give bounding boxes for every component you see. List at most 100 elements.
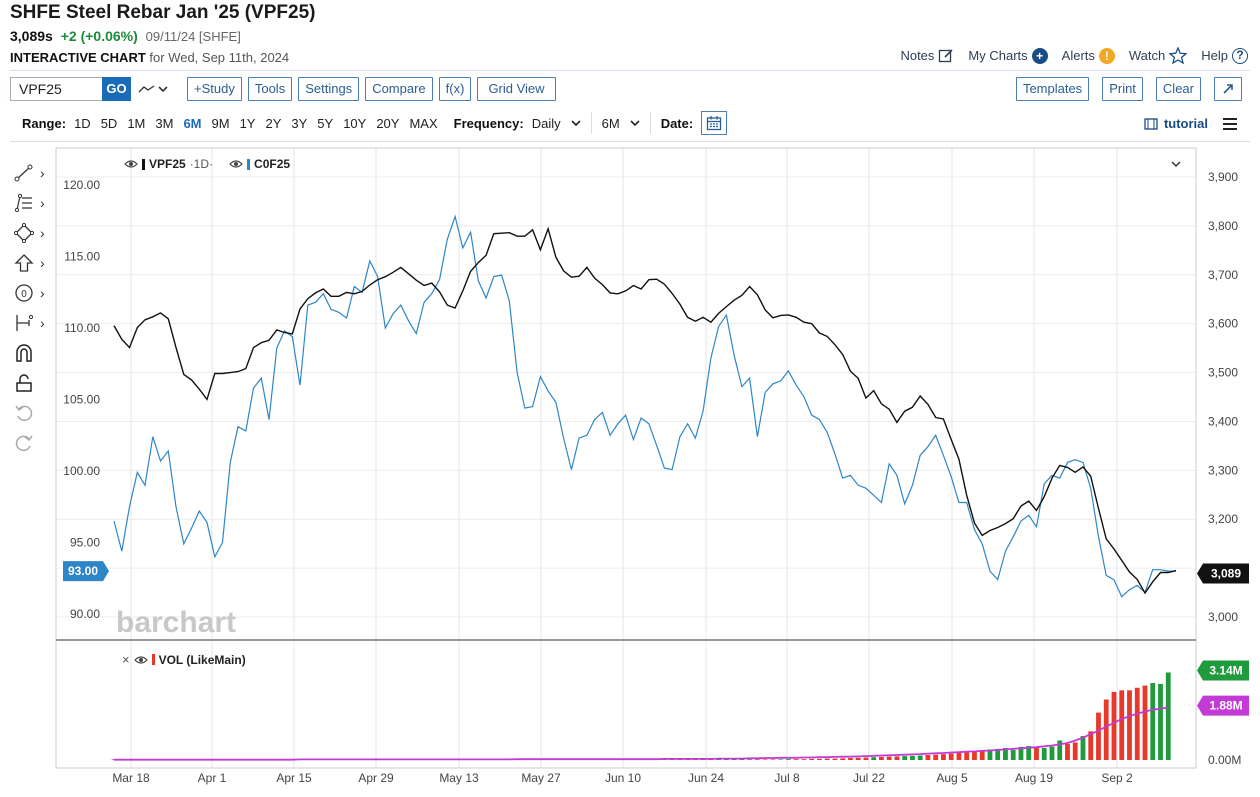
range-option-5d[interactable]: 5D (100, 115, 118, 131)
redo-tool[interactable] (14, 428, 54, 458)
volume-bar (1049, 746, 1055, 760)
line-tool[interactable]: › (14, 158, 54, 188)
volume-bar (739, 759, 745, 760)
last-left-label: 93.00 (68, 564, 98, 578)
study-button[interactable]: +Study (187, 77, 242, 101)
expand-button[interactable] (1214, 77, 1242, 101)
y-right-tick-label: 3,900 (1208, 170, 1238, 184)
range-option-9m[interactable]: 9M (211, 115, 230, 131)
volume-bar (1142, 685, 1148, 760)
svg-text:0: 0 (21, 289, 27, 300)
range-option-10y[interactable]: 10Y (343, 115, 367, 131)
grid-view-button[interactable]: Grid View (477, 77, 556, 101)
frequency-select[interactable]: Daily (532, 116, 581, 131)
volume-bar (1041, 748, 1047, 760)
go-button[interactable]: GO (102, 77, 131, 101)
range-option-max[interactable]: MAX (409, 115, 438, 131)
range-option-3m[interactable]: 3M (155, 115, 174, 131)
chart-grid (56, 148, 1196, 768)
volume-bar (1150, 683, 1156, 760)
y-left-tick-label: 105.00 (63, 393, 100, 407)
y-left-tick-label: 115.00 (64, 250, 100, 264)
range-option-20y[interactable]: 20Y (376, 115, 400, 131)
last-right-label-bg (1197, 563, 1249, 584)
volume-last-label-bg (1197, 660, 1249, 681)
undo-icon (15, 405, 33, 422)
axis-value-labels: 93.00 3,089 3.14M 1.88M (63, 561, 1249, 716)
series-swatch (247, 158, 251, 170)
range-option-3y[interactable]: 3Y (291, 115, 308, 131)
menu-icon[interactable] (1222, 117, 1238, 131)
close-icon[interactable]: × (122, 652, 130, 667)
arrow-tool[interactable]: › (14, 248, 54, 278)
tutorial-link[interactable]: tutorial (1144, 116, 1238, 131)
quote-line: 3,089s +2 (+0.06%) 09/11/24 [SHFE] (10, 28, 241, 44)
volume-bar (871, 757, 877, 760)
tools-button[interactable]: Tools (247, 77, 293, 101)
range-option-2y[interactable]: 2Y (265, 115, 282, 131)
templates-button[interactable]: Templates (1015, 77, 1090, 101)
volume-bars (111, 672, 1171, 761)
alerts-link[interactable]: Alerts ! (1062, 47, 1115, 64)
shape-tool[interactable]: › (14, 218, 54, 248)
y-right-tick-label: 3,000 (1208, 610, 1238, 624)
range-option-1d[interactable]: 1D (74, 115, 91, 131)
volume-bar (824, 758, 830, 760)
range-option-1m[interactable]: 1M (127, 115, 146, 131)
divider (10, 70, 1250, 71)
notes-link[interactable]: Notes (900, 48, 954, 64)
x-tick-label: Jul 22 (853, 771, 885, 785)
right-toolbar: Templates Print Clear (1010, 77, 1242, 101)
lock-tool[interactable] (14, 368, 54, 398)
volume-bar (1018, 746, 1024, 760)
chevron-down-icon (630, 119, 640, 126)
settings-button[interactable]: Settings (298, 77, 360, 101)
symbol-input[interactable] (10, 77, 102, 101)
chart-type-icon[interactable] (137, 79, 171, 99)
fx-button[interactable]: f(x) (438, 77, 472, 101)
fib-tool-icon (14, 193, 32, 213)
print-button[interactable]: Print (1102, 77, 1143, 101)
volume-bar (1088, 731, 1094, 760)
volume-bar (786, 759, 791, 760)
chevron-right-icon: › (40, 195, 45, 211)
magnet-tool[interactable] (14, 338, 54, 368)
eye-icon[interactable] (229, 159, 243, 169)
fib-tool[interactable]: › (14, 188, 54, 218)
my-charts-link[interactable]: My Charts + (968, 47, 1048, 64)
date-picker-button[interactable] (701, 111, 728, 135)
volume-bar (1119, 690, 1125, 760)
notes-label: Notes (900, 48, 935, 63)
clear-button[interactable]: Clear (1155, 77, 1201, 101)
chevron-down-icon[interactable] (1171, 160, 1181, 168)
y-left-tick-label: 95.00 (70, 536, 100, 550)
volume-bar (1026, 746, 1032, 760)
volume-bar (855, 757, 861, 760)
annotation-tool-icon: 0 (15, 284, 33, 302)
chart-caption: INTERACTIVE CHART for Wed, Sep 11th, 202… (10, 50, 289, 65)
eye-icon[interactable] (133, 655, 148, 665)
undo-tool[interactable] (14, 398, 54, 428)
help-link[interactable]: Help ? (1201, 47, 1248, 64)
compare-button[interactable]: Compare (365, 77, 433, 101)
measure-tool[interactable]: › (14, 308, 54, 338)
range-option-5y[interactable]: 5Y (317, 115, 334, 131)
series-swatch (142, 158, 145, 170)
series-interval: ·1D· (189, 157, 214, 171)
period-select[interactable]: 6M (602, 116, 640, 131)
range-option-1y[interactable]: 1Y (239, 115, 256, 131)
watermark: barchart (116, 606, 236, 639)
volume-bar (925, 754, 931, 760)
watch-link[interactable]: Watch (1129, 47, 1188, 64)
help-icon: ? (1232, 47, 1248, 64)
volume-bar (972, 751, 977, 760)
eye-icon[interactable] (124, 159, 138, 169)
volume-bar (917, 755, 923, 760)
volume-bar (832, 758, 838, 760)
y-right-tick-label: 3,700 (1208, 268, 1238, 282)
top-links: Notes My Charts + Alerts ! Watch Help ? (900, 47, 1248, 64)
date-label: Date: (660, 115, 694, 131)
annotation-tool[interactable]: 0 › (14, 278, 54, 308)
range-option-6m[interactable]: 6M (183, 115, 202, 131)
